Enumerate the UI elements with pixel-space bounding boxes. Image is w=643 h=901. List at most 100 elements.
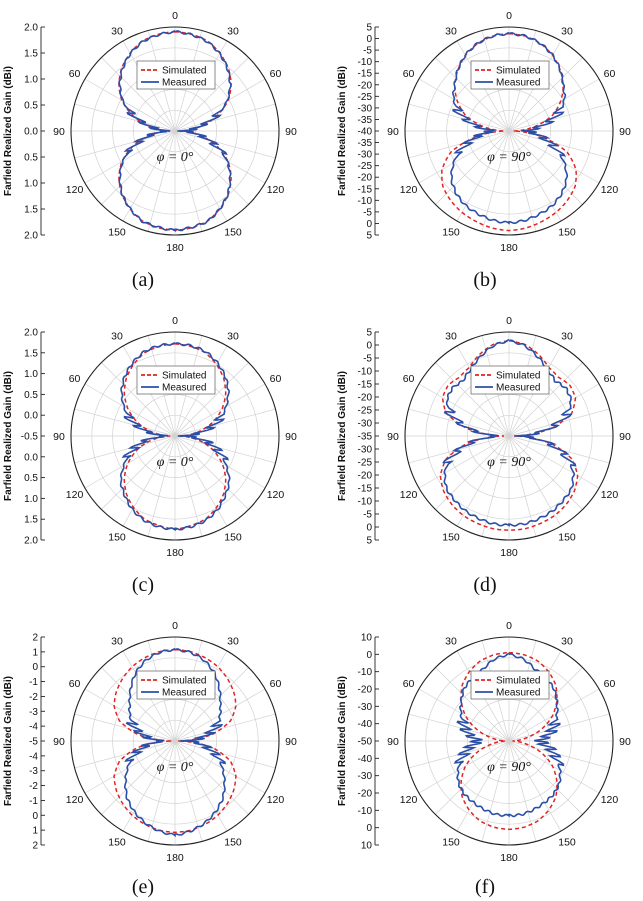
grid-spoke [174,435,203,537]
radial-tick-label: -30 [358,771,373,782]
angle-label: 120 [66,184,84,196]
series-curve-measured [442,338,577,527]
radial-tick-label: -4 [29,751,38,762]
grid-spoke [147,740,176,842]
grid-spoke [508,435,562,527]
radial-tick-label: 0.0 [24,411,38,422]
radial-tick-label: -10 [358,57,373,68]
radial-axis-title: Farfield Realized Gain (dBi) [3,371,14,501]
radial-tick-label: 0.0 [24,127,38,138]
grid-spoke [508,435,537,537]
radial-tick-label: -40 [358,719,373,730]
grid-spoke [481,130,510,232]
radial-tick-label: 2.0 [24,231,38,242]
radial-tick-label: 0 [366,523,372,534]
angle-label: 30 [227,26,239,38]
angle-label: 30 [111,636,123,648]
phi-label: φ = 90° [487,455,531,470]
phi-label: φ = 0° [157,455,194,470]
grid-spoke [174,130,276,159]
legend-entry: Simulated [496,371,540,382]
radial-tick-label: -4 [29,722,38,733]
angle-label: 60 [69,678,81,690]
outer-circle [70,636,280,846]
legend-entry: Measured [496,688,540,699]
series-curve-simulated [439,339,579,531]
legend-box [470,60,550,90]
radial-tick-label: 0.5 [24,390,38,401]
grid-spoke [408,435,510,464]
radial-tick-label: -50 [358,737,373,748]
legend-box [136,60,216,90]
series-curve-measured [450,31,569,225]
radial-tick-label: 2.0 [24,23,38,34]
panel-label: (b) [473,269,496,291]
radial-tick-label: 0.5 [24,101,38,112]
series-curve-simulated [113,648,237,834]
radial-tick-label: 1.0 [24,179,38,190]
grid-spoke [74,408,176,437]
radial-tick-label: -30 [358,150,373,161]
angle-label: 150 [108,531,126,543]
legend-entry: Simulated [496,66,540,77]
grid-spoke [174,57,249,132]
angle-label: 180 [500,852,518,864]
radial-tick-label: -20 [358,393,373,404]
polar-panel-5: 0306090120150180150120906030210-1-2-3-4-… [3,620,297,898]
angle-label: 150 [442,226,460,238]
radial-tick-label: -2 [29,781,38,792]
grid-spoke [174,130,249,205]
series-curve-simulated [441,32,577,232]
radial-tick-label: 1.0 [24,494,38,505]
legend-box [136,670,216,700]
grid-spoke [74,130,176,159]
grid-spoke [508,130,562,222]
grid-spoke [508,740,562,832]
grid-spoke [174,713,276,742]
angle-label: 60 [69,68,81,80]
angle-label: 120 [400,184,418,196]
radial-tick-label: -30 [358,702,373,713]
angle-label: 90 [619,736,631,748]
angle-label: 30 [227,331,239,343]
outer-circle [404,636,614,846]
radial-tick-label: -5 [363,46,372,57]
grid-spoke [74,740,176,769]
radial-tick-label: -3 [29,707,38,718]
radial-tick-label: -2 [29,692,38,703]
grid-spoke [408,103,510,132]
radial-tick-label: -25 [358,161,373,172]
grid-spoke [174,435,276,464]
radial-tick-label: 0.5 [24,153,38,164]
angle-label: 60 [604,68,616,80]
radial-tick-label: 5 [366,536,372,547]
grid-spoke [174,78,266,132]
angle-label: 120 [66,489,84,501]
angle-label: 90 [619,126,631,138]
legend-box [470,670,550,700]
grid-spoke [408,130,510,159]
grid-spoke [508,740,537,842]
angle-label: 90 [53,431,65,443]
radial-tick-label: -10 [358,367,373,378]
radial-tick-label: 1.5 [24,205,38,216]
radial-tick-label: -15 [358,184,373,195]
angle-label: 90 [285,126,297,138]
outer-circle [70,331,280,541]
grid-spoke [174,383,266,437]
grid-spoke [174,103,276,132]
outer-circle [70,26,280,236]
series-curve-measured [123,647,226,838]
legend-entry: Measured [162,688,206,699]
radial-tick-label: 0.5 [24,473,38,484]
radial-tick-label: -1 [29,796,38,807]
polar-panel-6: 0 30 60 90 120 150 180 150 120 90 60 30 10 0 -10 -20 -30… [337,620,631,898]
radial-tick-label: 2.0 [24,328,38,339]
radial-tick-label: 5 [366,328,372,339]
angle-label: 60 [403,373,415,385]
panel-label: (c) [132,574,154,596]
grid-spoke [101,740,176,815]
grid-spoke [84,740,176,794]
angle-label: 120 [601,794,619,806]
